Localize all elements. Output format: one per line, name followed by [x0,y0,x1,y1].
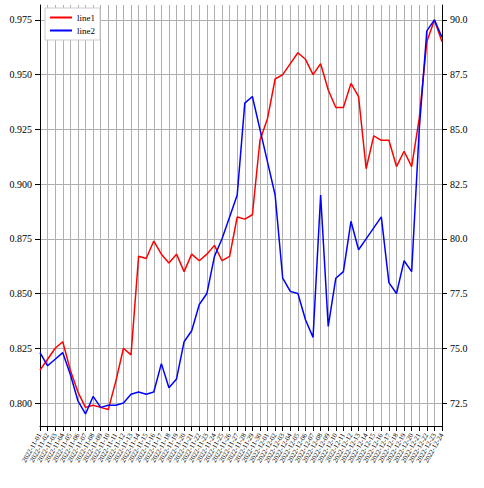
svg-text:2022-11-14: 2022-11-14 [119,432,143,464]
svg-text:2022-11-25: 2022-11-25 [202,432,226,464]
svg-text:2022-12-12: 2022-12-12 [331,432,355,465]
svg-text:2022-11-16: 2022-11-16 [134,432,158,464]
svg-text:80.0: 80.0 [450,233,468,244]
svg-text:2022-11-12: 2022-11-12 [103,432,127,464]
svg-text:2022-11-26: 2022-11-26 [210,432,234,464]
svg-text:2022-12-19: 2022-12-19 [384,432,408,465]
svg-text:2022-12-18: 2022-12-18 [376,432,400,465]
svg-text:2022-12-04: 2022-12-04 [270,432,294,465]
svg-text:0.925: 0.925 [10,124,33,135]
svg-text:2022-11-11: 2022-11-11 [96,432,120,464]
svg-text:2022-12-09: 2022-12-09 [308,432,332,465]
svg-text:2022-11-07: 2022-11-07 [65,432,89,464]
svg-text:2022-11-17: 2022-11-17 [141,432,165,464]
svg-text:90.0: 90.0 [450,14,468,25]
svg-text:2022-11-19: 2022-11-19 [156,432,180,464]
svg-text:0.900: 0.900 [10,179,33,190]
svg-text:line2: line2 [77,26,95,36]
svg-text:2022-12-01: 2022-12-01 [247,432,271,465]
svg-text:2022-12-11: 2022-12-11 [323,432,347,464]
svg-text:2022-12-16: 2022-12-16 [361,432,385,465]
svg-text:0.825: 0.825 [10,343,33,354]
svg-text:2022-11-27: 2022-11-27 [217,432,241,464]
svg-text:2022-12-07: 2022-12-07 [293,432,317,465]
svg-text:2022-12-17: 2022-12-17 [369,432,393,465]
svg-text:2022-11-20: 2022-11-20 [164,432,188,464]
svg-text:2022-12-21: 2022-12-21 [399,432,423,465]
svg-text:77.5: 77.5 [450,288,468,299]
svg-text:0.850: 0.850 [10,288,33,299]
svg-text:2022-12-15: 2022-12-15 [354,432,378,465]
svg-text:85.0: 85.0 [450,124,468,135]
svg-text:2022-12-05: 2022-12-05 [278,432,302,465]
svg-text:0.800: 0.800 [10,398,33,409]
svg-text:2022-11-01: 2022-11-01 [20,432,44,464]
svg-text:2022-11-28: 2022-11-28 [225,432,249,464]
svg-text:2022-11-09: 2022-11-09 [81,432,105,464]
svg-text:2022-12-03: 2022-12-03 [263,432,287,465]
svg-text:2022-11-24: 2022-11-24 [194,432,218,464]
svg-text:0.875: 0.875 [10,233,33,244]
svg-text:2022-11-13: 2022-11-13 [111,432,135,464]
svg-text:2022-11-30: 2022-11-30 [240,432,264,464]
svg-text:2022-11-15: 2022-11-15 [126,432,150,464]
svg-text:2022-11-10: 2022-11-10 [88,432,112,464]
svg-text:82.5: 82.5 [450,179,468,190]
svg-text:2022-12-20: 2022-12-20 [391,432,416,465]
svg-text:2022-12-10: 2022-12-10 [316,432,340,465]
svg-text:2022-11-29: 2022-11-29 [232,432,256,464]
svg-text:87.5: 87.5 [450,69,468,80]
svg-text:2022-11-22: 2022-11-22 [179,432,203,464]
svg-text:75.0: 75.0 [450,343,468,354]
svg-text:2022-12-06: 2022-12-06 [285,432,309,465]
svg-text:0.950: 0.950 [10,69,33,80]
svg-text:0.975: 0.975 [10,14,33,25]
svg-text:2022-11-02: 2022-11-02 [27,432,51,464]
svg-text:2022-12-22: 2022-12-22 [407,432,431,465]
svg-text:72.5: 72.5 [450,398,468,409]
svg-text:2022-11-03: 2022-11-03 [35,432,59,464]
svg-text:2022-12-24: 2022-12-24 [422,432,445,465]
svg-text:2022-11-04: 2022-11-04 [43,432,67,464]
svg-text:2022-12-02: 2022-12-02 [255,432,279,465]
svg-text:2022-11-05: 2022-11-05 [50,432,74,464]
svg-text:line1: line1 [77,13,95,23]
svg-text:2022-12-23: 2022-12-23 [414,432,438,465]
svg-text:2022-11-08: 2022-11-08 [73,432,97,464]
svg-text:2022-11-21: 2022-11-21 [172,432,196,464]
svg-text:2022-12-08: 2022-12-08 [300,432,325,465]
svg-text:2022-12-13: 2022-12-13 [338,432,362,465]
svg-text:2022-11-23: 2022-11-23 [187,432,211,464]
svg-text:2022-12-14: 2022-12-14 [346,432,370,465]
svg-text:2022-11-18: 2022-11-18 [149,432,173,464]
svg-text:2022-11-06: 2022-11-06 [58,432,82,464]
